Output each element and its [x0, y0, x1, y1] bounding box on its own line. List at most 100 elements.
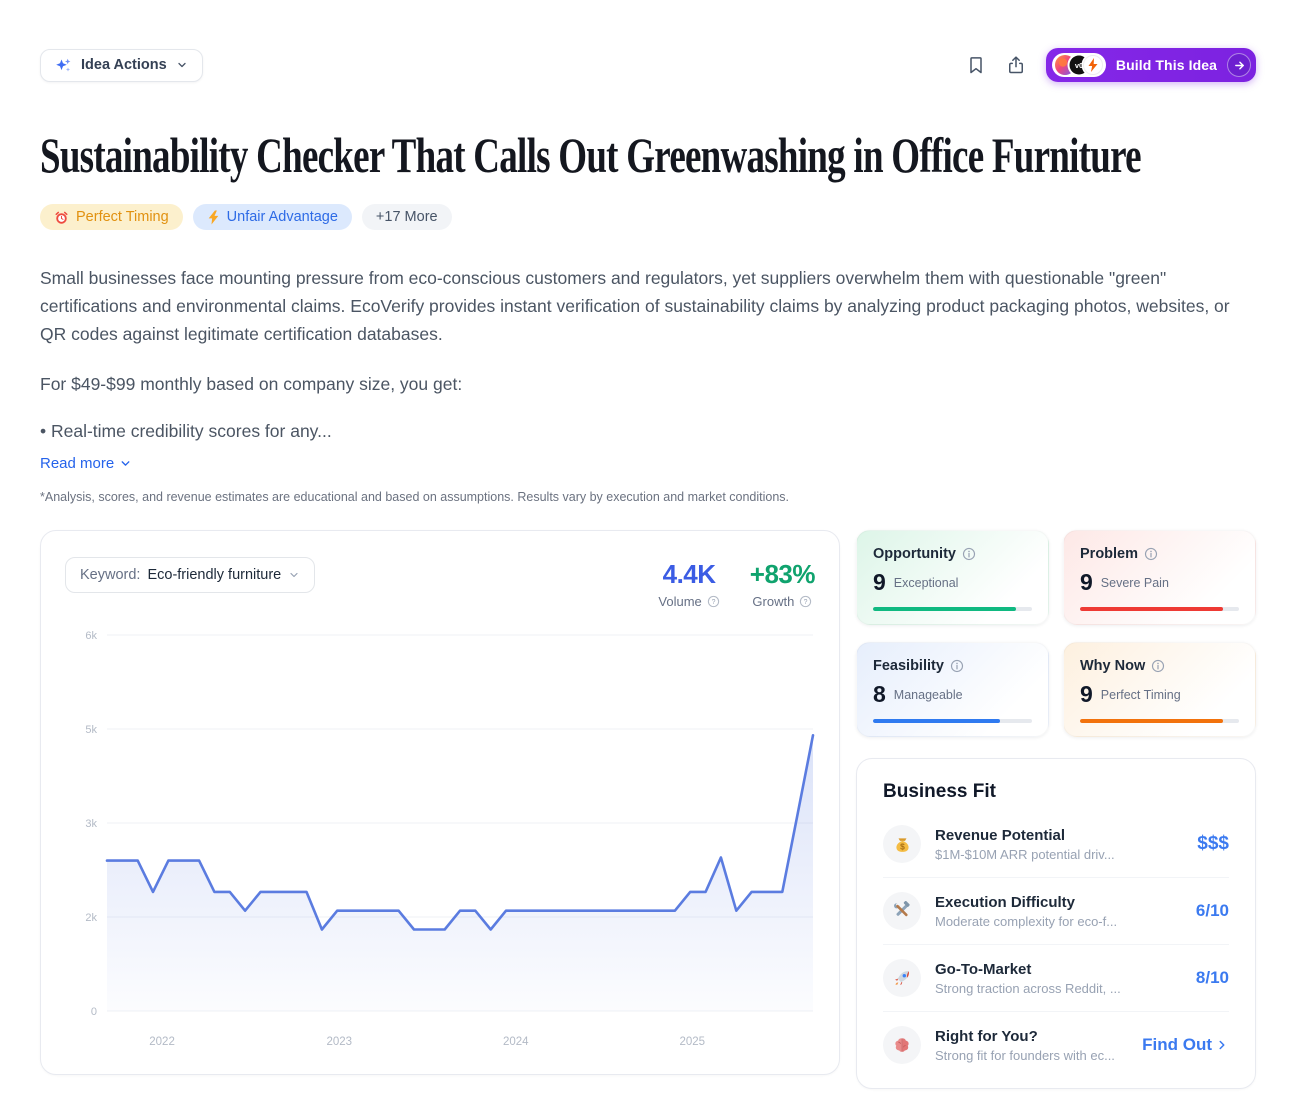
- svg-text:$: $: [900, 841, 905, 851]
- tag-list: Perfect Timing Unfair Advantage +17 More: [40, 204, 1256, 230]
- chevron-right-icon: [1215, 1038, 1229, 1052]
- idea-detail-page: Idea Actions: [40, 48, 1256, 1089]
- rocket-icon: [883, 959, 921, 997]
- alarm-clock-icon: [54, 210, 69, 225]
- growth-value: +83%: [749, 559, 816, 589]
- revenue-potential-row: $ Revenue Potential $1M-$10M ARR potenti…: [883, 811, 1229, 877]
- bookmark-button[interactable]: [966, 55, 986, 75]
- score-label: Opportunity: [873, 546, 956, 562]
- build-this-idea-button[interactable]: v0 Build This Idea: [1045, 48, 1256, 82]
- tag-perfect-timing: Perfect Timing: [40, 204, 183, 230]
- score-descriptor: Exceptional: [893, 575, 959, 590]
- svg-text:2k: 2k: [85, 912, 97, 924]
- chevron-down-icon: [119, 457, 132, 470]
- go-to-market-row: Go-To-Market Strong traction across Redd…: [883, 944, 1229, 1011]
- svg-text:?: ?: [711, 599, 715, 606]
- brain-icon: [883, 1026, 921, 1064]
- money-bag-icon: $: [883, 825, 921, 863]
- share-button[interactable]: [1006, 55, 1026, 75]
- trend-chart-card: Keyword: Eco-friendly furniture 4.4K Vol…: [40, 530, 840, 1075]
- business-fit-rows: $ Revenue Potential $1M-$10M ARR potenti…: [883, 811, 1229, 1078]
- bf-row-title: Revenue Potential: [935, 826, 1066, 844]
- builder-logo-stack: v0: [1051, 53, 1106, 77]
- score-value: 9: [1080, 681, 1093, 707]
- feature-bullet: • Real-time credibility scores for any..…: [40, 421, 332, 441]
- chevron-down-icon: [176, 59, 188, 71]
- score-label: Feasibility: [873, 658, 944, 674]
- tag-more-button[interactable]: +17 More: [361, 204, 452, 230]
- score-descriptor: Severe Pain: [1100, 575, 1169, 590]
- arrow-right-icon: [1227, 53, 1251, 77]
- svg-text:2023: 2023: [326, 1036, 352, 1048]
- score-descriptor: Perfect Timing: [1100, 687, 1181, 702]
- bf-row-title: Right for You?: [935, 1027, 1038, 1045]
- svg-text:v0: v0: [1075, 61, 1083, 70]
- share-icon: [1006, 55, 1026, 75]
- volume-label: Volume: [658, 594, 702, 609]
- score-value: 9: [1080, 569, 1093, 595]
- bf-row-desc: Strong traction across Reddit, ...: [935, 980, 1121, 996]
- business-fit-title: Business Fit: [883, 781, 996, 802]
- svg-text:?: ?: [804, 599, 808, 606]
- bf-row-title: Go-To-Market: [935, 960, 1032, 978]
- read-more-link[interactable]: Read more: [40, 455, 132, 472]
- sparkles-icon: [55, 57, 72, 74]
- right-for-you-row: Right for You? Strong fit for founders w…: [883, 1011, 1229, 1078]
- info-icon[interactable]: [1151, 659, 1165, 673]
- keyword-value: Eco-friendly furniture: [147, 567, 282, 583]
- score-bar: [1080, 607, 1239, 611]
- score-descriptor: Manageable: [893, 687, 963, 702]
- svg-text:5k: 5k: [85, 724, 97, 736]
- tag-label: Unfair Advantage: [226, 209, 338, 225]
- svg-text:2022: 2022: [149, 1036, 175, 1048]
- pricing-line: For $49-$99 monthly based on company siz…: [40, 374, 463, 394]
- growth-stat: +83% Growth ?: [749, 559, 816, 609]
- lightning-icon: [207, 210, 220, 225]
- idea-actions-button[interactable]: Idea Actions: [40, 48, 203, 82]
- chart-header: Keyword: Eco-friendly furniture 4.4K Vol…: [65, 557, 816, 609]
- main-content: Keyword: Eco-friendly furniture 4.4K Vol…: [40, 530, 1256, 1089]
- tag-unfair-advantage: Unfair Advantage: [192, 204, 352, 230]
- idea-actions-label: Idea Actions: [81, 57, 167, 73]
- score-bar: [873, 719, 1032, 723]
- bookmark-icon: [966, 55, 986, 75]
- build-button-label: Build This Idea: [1115, 57, 1217, 73]
- toolbar-actions: v0 Build This Idea: [966, 48, 1256, 82]
- execution-difficulty-value: 6/10: [1195, 901, 1229, 920]
- trend-chart: 6k 5k 3k 2k 0 2022 2023 2024 2025: [65, 621, 815, 1059]
- find-out-label: Find Out: [1142, 1035, 1212, 1054]
- bf-row-desc: Moderate complexity for eco-f...: [935, 913, 1118, 929]
- tag-label: Perfect Timing: [76, 209, 169, 225]
- score-label: Why Now: [1080, 658, 1146, 674]
- go-to-market-value: 8/10: [1195, 968, 1229, 987]
- keyword-label: Keyword:: [80, 567, 141, 583]
- svg-text:3k: 3k: [85, 818, 97, 830]
- bf-row-desc: $1M-$10M ARR potential driv...: [935, 846, 1115, 862]
- chevron-down-icon: [288, 569, 300, 581]
- score-value: 8: [873, 681, 886, 707]
- score-column: Opportunity 9 Exceptional Problem: [856, 530, 1256, 1089]
- keyword-select[interactable]: Keyword: Eco-friendly furniture: [65, 557, 316, 593]
- info-icon[interactable]: [1144, 547, 1158, 561]
- page-title: Sustainability Checker That Calls Out Gr…: [40, 127, 1142, 183]
- bolt-logo-icon: [1082, 55, 1103, 75]
- idea-description: Small businesses face mounting pressure …: [40, 268, 1230, 344]
- svg-text:6k: 6k: [85, 630, 97, 642]
- tools-icon: [883, 892, 921, 930]
- business-fit-card: Business Fit $ Revenue Potential $1M-$10…: [856, 758, 1256, 1089]
- score-card-why-now: Why Now 9 Perfect Timing: [1063, 642, 1256, 737]
- find-out-link[interactable]: Find Out: [1142, 1035, 1229, 1055]
- svg-text:0: 0: [91, 1006, 97, 1018]
- score-bar: [1080, 719, 1239, 723]
- score-card-feasibility: Feasibility 8 Manageable: [856, 642, 1049, 737]
- info-icon[interactable]: [950, 659, 964, 673]
- score-grid: Opportunity 9 Exceptional Problem: [856, 530, 1256, 737]
- info-icon[interactable]: [962, 547, 976, 561]
- help-icon[interactable]: ?: [707, 595, 720, 608]
- help-icon[interactable]: ?: [799, 595, 812, 608]
- revenue-potential-value: $$$: [1197, 833, 1229, 854]
- score-card-problem: Problem 9 Severe Pain: [1063, 530, 1256, 625]
- score-value: 9: [873, 569, 886, 595]
- growth-label: Growth: [752, 594, 795, 609]
- top-toolbar: Idea Actions: [40, 48, 1256, 82]
